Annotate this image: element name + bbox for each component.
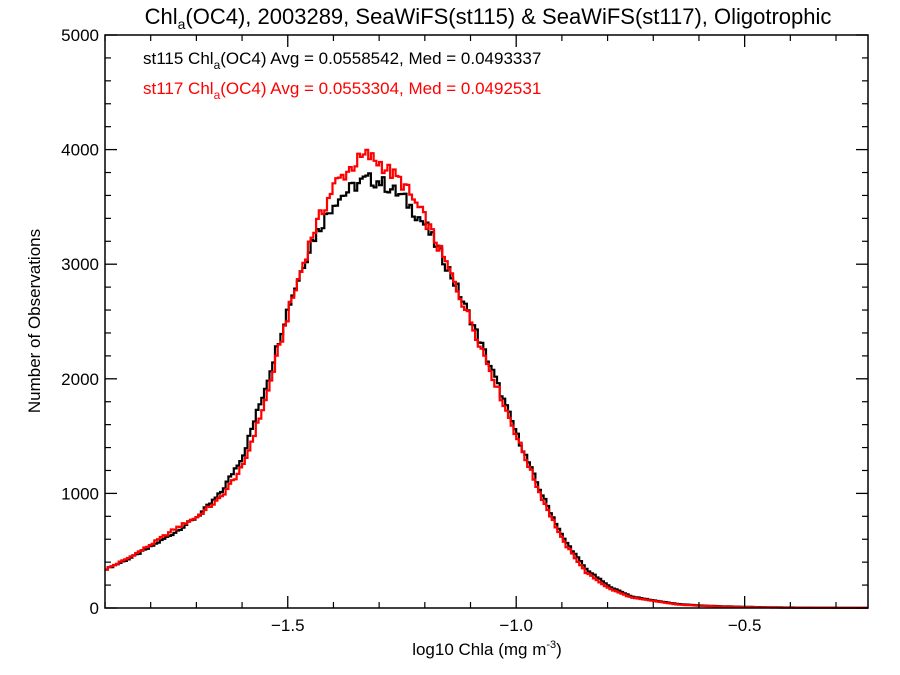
y-tick-label: 3000: [61, 255, 99, 274]
y-tick-label: 4000: [61, 141, 99, 160]
legend-post: (OC4) Avg = 0.0553304, Med = 0.0492531: [220, 79, 541, 98]
plot-frame: [104, 34, 869, 609]
title-rest: (OC4), 2003289, SeaWiFS(st115) & SeaWiFS…: [185, 4, 831, 29]
title-chl: Chl: [145, 4, 178, 29]
x-axis-title-close: ): [556, 640, 562, 659]
legend-pre: st115 Chl: [143, 49, 214, 68]
y-axis-title: Number of Observations: [25, 229, 44, 413]
svg-text:log10 Chla (mg m-3): log10 Chla (mg m-3): [412, 639, 562, 659]
x-axis-title-main: log10 Chla (mg m: [412, 640, 546, 659]
x-tick-label: −1.0: [499, 616, 533, 635]
y-tick-label: 1000: [61, 484, 99, 503]
x-tick-label: −0.5: [728, 616, 762, 635]
x-axis-title-superscript: -3: [546, 639, 556, 651]
y-tick-label: 2000: [61, 370, 99, 389]
chart-title: Chla(OC4), 2003289, SeaWiFS(st115) & Sea…: [145, 4, 832, 32]
legend-post: (OC4) Avg = 0.0558542, Med = 0.0493337: [220, 49, 541, 68]
legend-subscript: a: [214, 58, 221, 72]
series-st115-line: [105, 172, 868, 609]
legend: st115 Chla(OC4) Avg = 0.0558542, Med = 0…: [143, 49, 541, 102]
legend-entry-st117: st117 Chla(OC4) Avg = 0.0553304, Med = 0…: [143, 79, 541, 102]
svg-text:Chla(OC4), 2003289, SeaWiFS(st: Chla(OC4), 2003289, SeaWiFS(st115) & Sea…: [145, 4, 832, 32]
axes: −1.5 −1.0 −0.5 0 1000 2000 3000 4000 5000: [61, 26, 869, 635]
legend-entry-st115: st115 Chla(OC4) Avg = 0.0558542, Med = 0…: [143, 49, 541, 72]
y-tick-label: 0: [90, 599, 99, 618]
title-subscript-a: a: [178, 16, 186, 32]
series-st117-line: [105, 148, 868, 609]
x-axis-title: log10 Chla (mg m-3): [412, 639, 562, 659]
x-tick-label: −1.5: [271, 616, 305, 635]
legend-pre: st117 Chl: [143, 79, 214, 98]
y-tick-label: 5000: [61, 26, 99, 45]
svg-text:Number of Observations: Number of Observations: [25, 229, 44, 413]
legend-subscript: a: [214, 88, 221, 102]
plot-area: [105, 148, 868, 609]
